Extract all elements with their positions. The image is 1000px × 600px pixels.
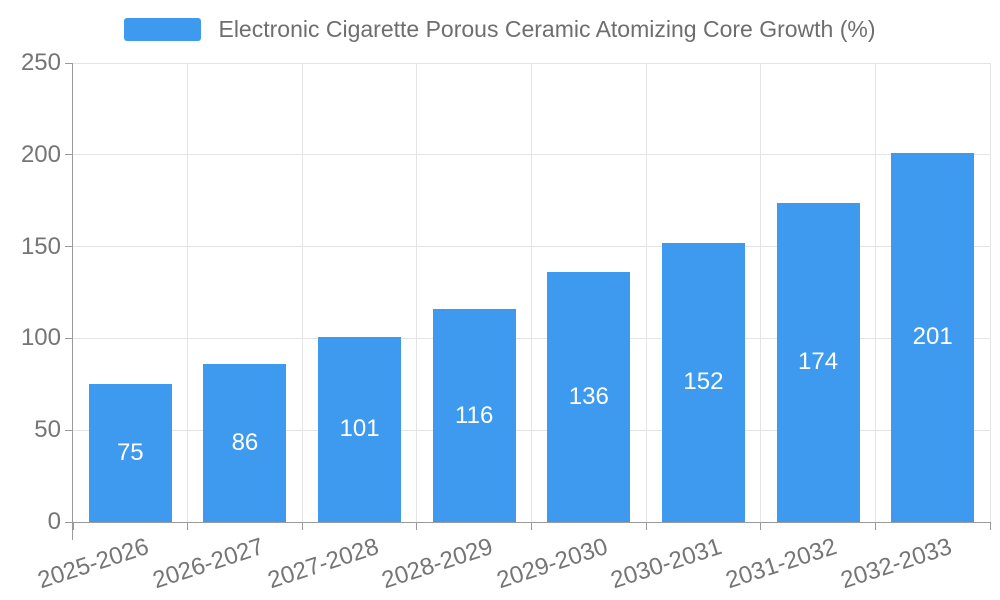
chart-legend[interactable]: Electronic Cigarette Porous Ceramic Atom…: [0, 16, 1000, 43]
bar[interactable]: 136: [547, 272, 631, 522]
y-tick: [65, 62, 73, 64]
bar-value-label: 174: [798, 348, 839, 376]
y-tick-label: 50: [34, 416, 61, 444]
bar-value-label: 75: [116, 439, 144, 467]
x-gridline: [874, 63, 876, 522]
y-tick-label: 250: [20, 49, 61, 76]
x-tick: [531, 522, 532, 530]
y-tick-label: 200: [20, 140, 61, 168]
y-axis-line: [72, 63, 73, 540]
x-tick: [760, 522, 762, 530]
bar-value-label: 136: [568, 383, 609, 411]
x-gridline: [645, 63, 647, 522]
bar[interactable]: 86: [203, 364, 287, 522]
bar[interactable]: 75: [88, 384, 172, 522]
bar[interactable]: 116: [432, 309, 516, 522]
y-tick-label: 150: [20, 232, 61, 260]
x-tick: [187, 522, 189, 530]
x-gridline: [760, 63, 762, 522]
y-tick: [65, 154, 73, 156]
bar-value-label: 86: [231, 429, 259, 457]
bar-value-label: 201: [912, 323, 953, 351]
x-gridline: [416, 63, 418, 522]
bar[interactable]: 152: [661, 242, 745, 522]
y-tick: [65, 429, 73, 431]
x-tick: [874, 522, 876, 530]
legend-swatch: [124, 18, 202, 41]
bar-value-label: 152: [683, 368, 724, 396]
y-tick-label: 0: [47, 508, 61, 535]
x-axis-line: [73, 522, 990, 523]
x-tick: [416, 522, 418, 530]
bar[interactable]: 174: [776, 202, 860, 522]
y-tick: [65, 521, 73, 523]
y-tick: [65, 337, 73, 339]
x-tick: [72, 522, 74, 530]
x-tick: [989, 522, 991, 530]
x-tick: [645, 522, 647, 530]
bar-value-label: 101: [339, 415, 380, 443]
legend-label: Electronic Cigarette Porous Ceramic Atom…: [218, 16, 876, 42]
y-tick: [65, 246, 73, 248]
x-gridline: [989, 63, 991, 522]
x-gridline: [301, 63, 303, 522]
x-tick: [301, 522, 303, 530]
bar[interactable]: 201: [891, 152, 975, 522]
bar-value-label: 116: [455, 401, 494, 429]
bar[interactable]: 101: [318, 336, 402, 522]
y-tick-label: 100: [20, 324, 61, 352]
x-gridline: [187, 63, 189, 522]
x-gridline: [531, 63, 532, 522]
